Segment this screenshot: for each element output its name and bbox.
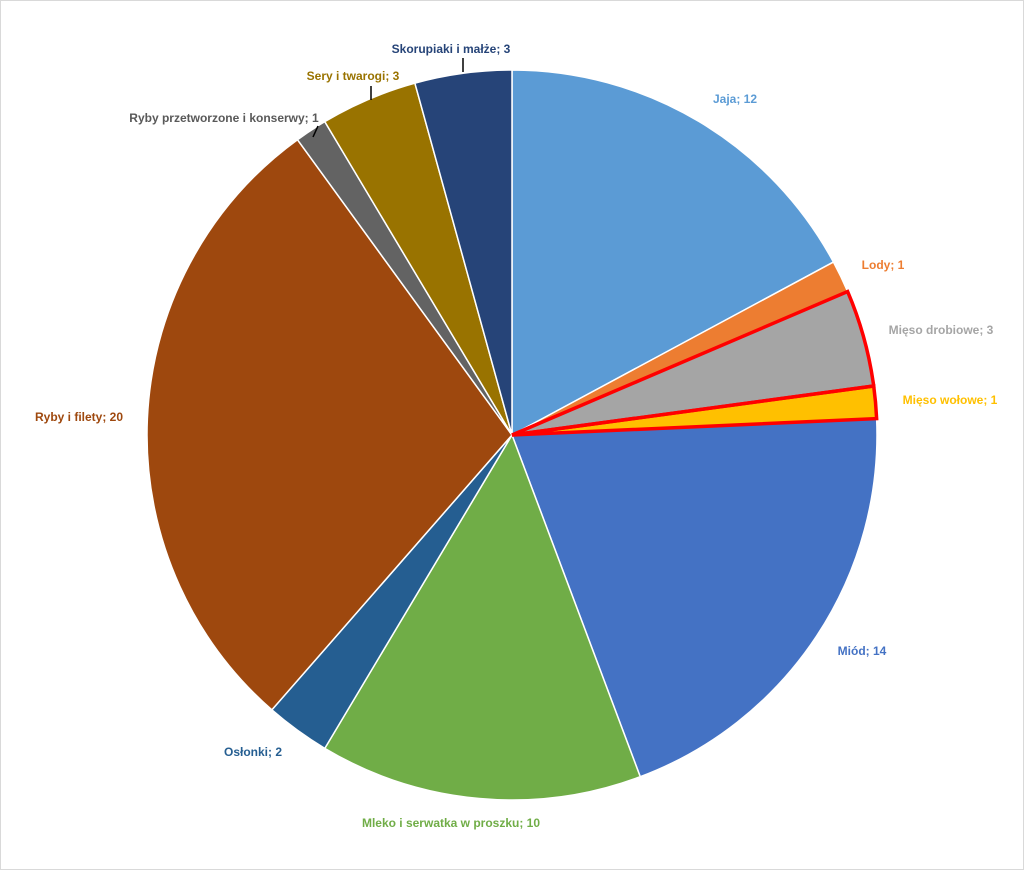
pie-slice xyxy=(146,138,513,711)
data-label: Mleko i serwatka w proszku; 10 xyxy=(362,816,540,830)
slice-outline xyxy=(511,384,879,437)
data-label: Ryby i filety; 20 xyxy=(35,410,123,424)
data-label: Miód; 14 xyxy=(838,644,887,658)
data-label: Mięso wołowe; 1 xyxy=(903,393,998,407)
data-label: Ryby przetworzone i konserwy; 1 xyxy=(129,111,319,125)
leader-line xyxy=(312,125,319,138)
pie-slice xyxy=(413,69,513,436)
data-label: Lody; 1 xyxy=(862,258,905,272)
pie-slice xyxy=(511,69,835,437)
data-label: Jaja; 12 xyxy=(713,92,757,106)
data-label: Mięso drobiowe; 3 xyxy=(889,323,994,337)
pie-slice xyxy=(510,417,878,778)
pie-slice xyxy=(323,433,642,801)
data-label: Sery i twarogi; 3 xyxy=(307,69,400,83)
data-label: Skorupiaki i małże; 3 xyxy=(392,42,511,56)
data-label: Osłonki; 2 xyxy=(224,745,282,759)
